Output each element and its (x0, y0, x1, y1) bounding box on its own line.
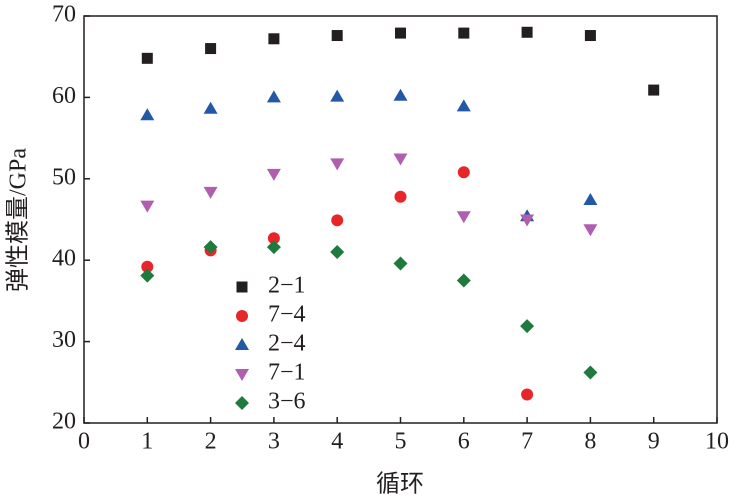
legend-marker (236, 310, 248, 322)
marker (203, 101, 218, 114)
marker (266, 240, 281, 255)
x-tick-label: 7 (521, 429, 533, 455)
marker (583, 192, 598, 205)
legend-label: 7−4 (268, 302, 306, 328)
x-tick-label: 3 (268, 429, 280, 455)
marker (266, 168, 281, 181)
marker (648, 84, 660, 96)
x-axis-label: 循环 (376, 471, 424, 498)
legend-label: 3−6 (268, 389, 306, 415)
marker (393, 256, 408, 271)
marker (583, 224, 598, 237)
x-tick-label: 6 (458, 429, 470, 455)
marker (203, 186, 218, 199)
x-tick-label: 5 (395, 429, 407, 455)
y-tick-label: 50 (52, 164, 76, 190)
legend-label: 2−4 (268, 331, 306, 357)
marker (330, 245, 345, 260)
plot-frame (83, 15, 718, 424)
marker (203, 240, 218, 255)
marker (457, 166, 470, 179)
legend-label: 7−1 (268, 360, 306, 386)
x-tick-label: 10 (705, 429, 729, 455)
marker (331, 30, 343, 42)
x-tick-label: 0 (78, 429, 90, 455)
marker (521, 388, 534, 401)
marker (394, 190, 407, 203)
marker (395, 27, 406, 39)
marker (331, 214, 344, 227)
y-tick-label: 30 (52, 327, 76, 353)
marker (267, 232, 280, 245)
marker (141, 260, 154, 273)
legend-marker (235, 338, 249, 350)
marker (584, 30, 596, 42)
legend-marker (235, 396, 249, 410)
y-tick-label: 70 (52, 2, 76, 28)
marker (583, 365, 598, 380)
legend-marker (235, 369, 249, 381)
y-tick-label: 40 (52, 246, 76, 272)
y-axis-label: 弹性模量/GPa (5, 148, 32, 292)
marker (268, 33, 280, 45)
y-tick-label: 60 (52, 83, 76, 109)
marker (330, 89, 345, 102)
marker (140, 200, 155, 213)
y-tick-label: 20 (52, 409, 76, 435)
marker (456, 273, 471, 288)
legend-marker (236, 281, 248, 293)
x-tick-label: 9 (648, 429, 660, 455)
marker (520, 214, 535, 227)
marker (266, 90, 281, 103)
x-tick-label: 1 (141, 429, 153, 455)
marker (140, 108, 155, 121)
marker (140, 268, 155, 283)
marker (458, 27, 470, 39)
x-tick-label: 2 (205, 429, 217, 455)
marker (393, 153, 408, 166)
x-tick-label: 8 (584, 429, 596, 455)
marker (456, 211, 471, 224)
marker (521, 26, 533, 38)
marker (141, 52, 153, 64)
legend-label: 2−1 (268, 273, 306, 299)
marker (520, 319, 535, 334)
marker (456, 99, 471, 112)
x-tick-label: 4 (331, 429, 343, 455)
marker (205, 43, 217, 55)
marker (330, 158, 345, 171)
marker (393, 88, 408, 101)
